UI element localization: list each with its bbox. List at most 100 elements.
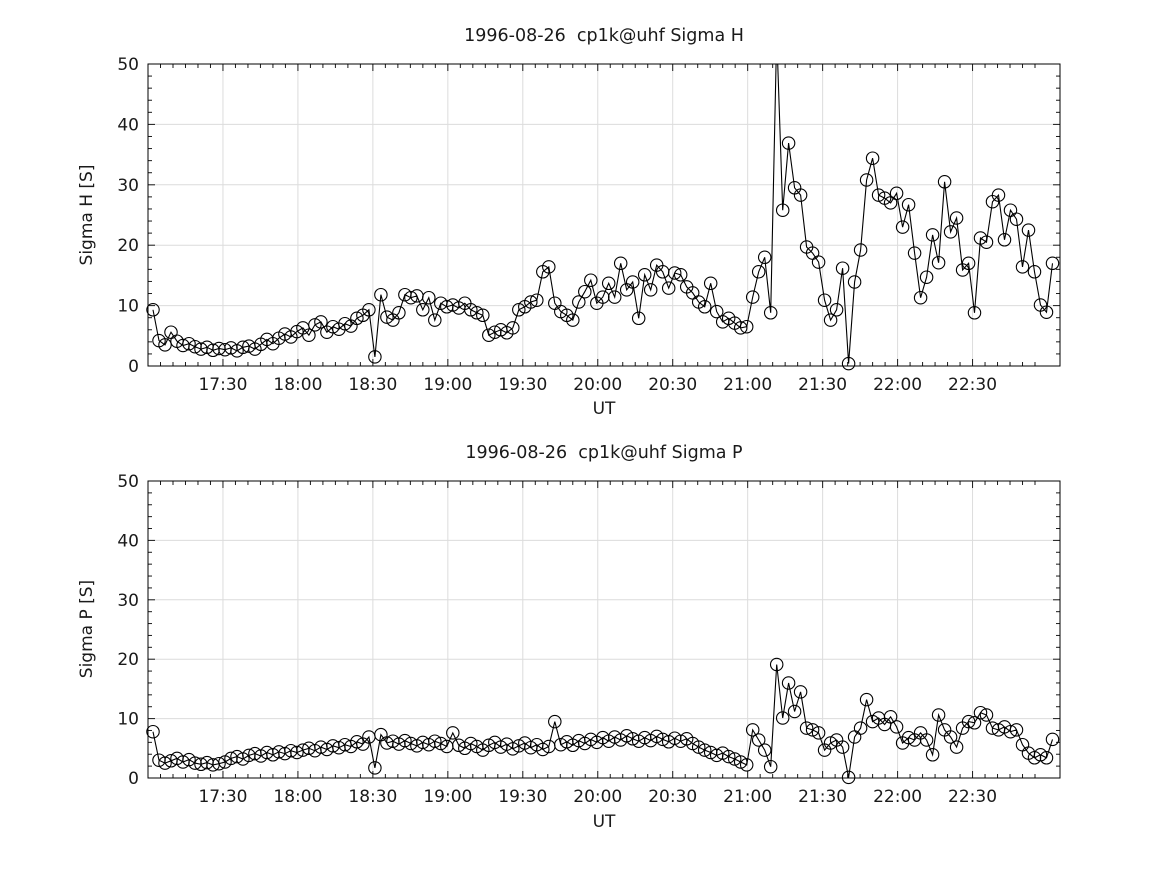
y-tick-label: 20	[117, 236, 139, 256]
data-marker	[416, 303, 430, 317]
data-marker	[871, 188, 886, 202]
x-tick-label: 18:30	[348, 375, 397, 395]
data-marker	[404, 290, 418, 305]
data-marker	[991, 188, 1006, 202]
data-marker	[949, 740, 964, 754]
sigma-h-xlabel: UT	[592, 399, 616, 419]
data-marker	[572, 295, 586, 309]
data-marker	[775, 711, 790, 725]
data-marker	[368, 761, 382, 775]
data-marker	[1009, 212, 1024, 226]
data-marker	[961, 256, 976, 271]
data-marker	[434, 736, 448, 751]
data-marker	[1027, 265, 1042, 279]
data-marker	[781, 136, 796, 150]
data-marker	[943, 730, 958, 744]
x-tick-label: 19:00	[423, 375, 472, 395]
data-marker	[428, 313, 442, 327]
data-marker	[697, 743, 712, 757]
data-markers	[146, 657, 1060, 785]
x-tick-label: 18:00	[273, 375, 322, 395]
data-marker	[661, 281, 676, 295]
y-tick-label: 50	[117, 55, 139, 75]
data-marker	[613, 256, 628, 271]
data-marker	[763, 759, 778, 774]
data-marker	[625, 275, 640, 289]
data-marker	[146, 303, 160, 317]
data-marker	[158, 338, 172, 352]
data-marker	[1021, 223, 1036, 237]
x-tick-label: 20:30	[648, 787, 697, 807]
x-tick-label: 21:30	[798, 787, 847, 807]
data-marker	[823, 313, 838, 327]
data-marker	[362, 303, 376, 317]
data-line	[152, 664, 1054, 778]
y-tick-label: 40	[117, 531, 139, 551]
data-marker	[967, 716, 982, 730]
data-line	[152, 64, 1054, 364]
data-marker	[799, 721, 814, 735]
plot-panel: 17:30 18:00 18:30 19:00 19:30 20:00 20:30 21:00…	[117, 55, 1061, 395]
data-marker	[763, 306, 778, 320]
data-marker	[506, 321, 520, 335]
data-marker	[889, 720, 904, 734]
ticks	[148, 480, 1060, 779]
data-marker	[793, 188, 808, 202]
data-marker	[853, 243, 868, 257]
y-tick-label: 10	[117, 710, 139, 730]
data-marker	[901, 197, 916, 212]
data-marker	[338, 316, 352, 331]
x-tick-label: 19:30	[498, 787, 547, 807]
x-tick-label: 17:30	[198, 787, 247, 807]
data-marker	[392, 306, 406, 320]
data-marker	[703, 276, 718, 291]
data-marker	[542, 260, 556, 274]
sigma-p-ylabel: Sigma P [S]	[77, 579, 97, 679]
data-marker	[907, 246, 922, 260]
data-marker	[470, 306, 484, 320]
data-marker	[643, 283, 658, 297]
data-marker	[631, 311, 646, 326]
x-tick-label: 19:30	[498, 375, 547, 395]
data-marker	[601, 276, 616, 291]
data-marker	[1045, 732, 1060, 747]
data-marker	[811, 255, 826, 269]
y-tick-label: 30	[117, 176, 139, 196]
data-marker	[781, 676, 796, 690]
data-marker	[841, 356, 856, 371]
data-marker	[961, 714, 976, 729]
data-marker	[745, 723, 760, 737]
data-marker	[841, 770, 856, 785]
y-tick-label: 50	[117, 472, 139, 492]
data-marker	[757, 743, 772, 757]
y-tick-label: 30	[117, 591, 139, 611]
x-tick-label: 17:30	[198, 375, 247, 395]
data-marker	[859, 173, 874, 187]
data-marker	[476, 308, 490, 323]
data-marker	[374, 287, 388, 302]
data-marker	[919, 270, 934, 284]
data-marker	[859, 692, 874, 707]
data-marker	[847, 275, 862, 289]
data-marker	[667, 266, 682, 280]
data-marker	[817, 293, 832, 307]
data-marker	[931, 708, 946, 722]
data-marker	[691, 740, 706, 754]
data-marker	[314, 315, 328, 329]
x-tick-label: 18:30	[348, 787, 397, 807]
x-tick-label: 21:00	[723, 787, 772, 807]
data-marker	[895, 220, 910, 234]
data-marker	[428, 734, 442, 748]
data-marker	[949, 211, 964, 225]
data-marker	[548, 714, 562, 729]
plot-border	[147, 480, 1061, 779]
data-marker	[979, 235, 994, 249]
data-marker	[943, 225, 958, 239]
data-marker	[536, 742, 550, 757]
data-marker	[512, 303, 526, 317]
data-marker	[793, 685, 808, 699]
data-marker	[464, 303, 478, 317]
data-marker	[769, 657, 784, 672]
tick-labels: 17:30 18:00 18:30 19:00 19:30 20:00 20:30 21:00…	[117, 472, 997, 807]
